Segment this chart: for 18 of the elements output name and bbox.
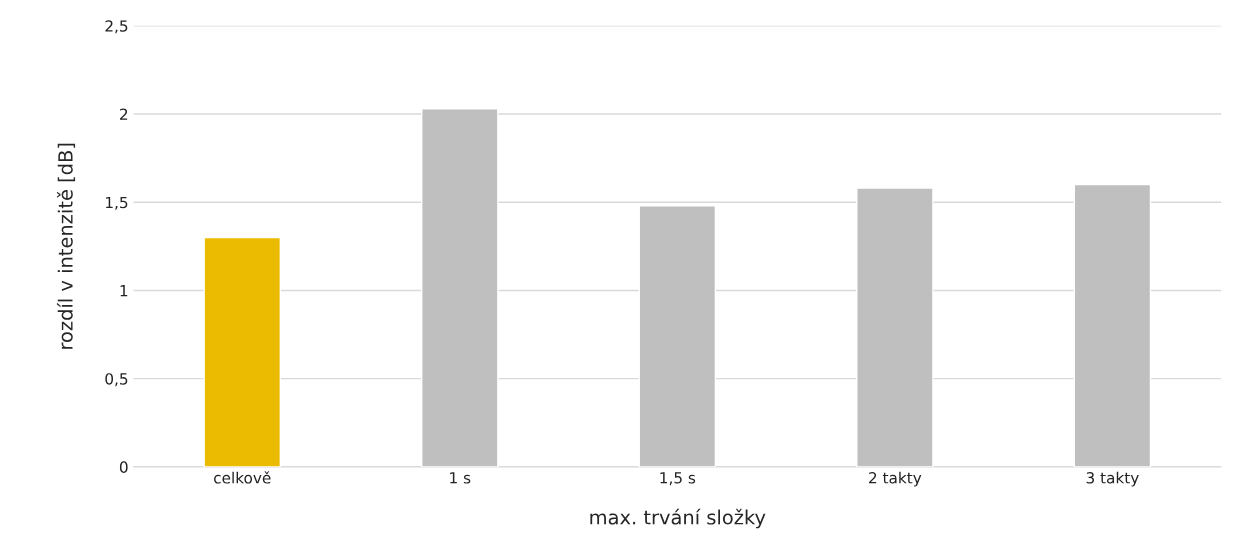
y-tick-label: 1,5 xyxy=(106,196,128,210)
x-tick-label: 2 takty xyxy=(869,471,922,487)
x-tick-label: 3 takty xyxy=(1086,471,1139,487)
x-tick-label: 1,5 s xyxy=(660,472,696,486)
bar xyxy=(203,236,282,467)
y-tick-label: 0 xyxy=(119,461,128,473)
y-tick-label: 1 xyxy=(120,285,128,297)
y-tick-label: 2 xyxy=(120,108,128,120)
bar xyxy=(421,107,499,467)
y-tick-label: 0,5 xyxy=(105,373,128,387)
bar xyxy=(1073,183,1152,467)
y-tick-label: 2,5 xyxy=(105,20,128,34)
bar xyxy=(638,205,717,467)
y-axis-title: rozdíl v intenzitě [dB] xyxy=(56,143,76,349)
x-tick-label: 1 s xyxy=(450,472,471,484)
bar xyxy=(856,187,934,467)
x-axis-title: max. trvání složky xyxy=(590,508,766,529)
x-tick-label: celkově xyxy=(214,471,271,484)
